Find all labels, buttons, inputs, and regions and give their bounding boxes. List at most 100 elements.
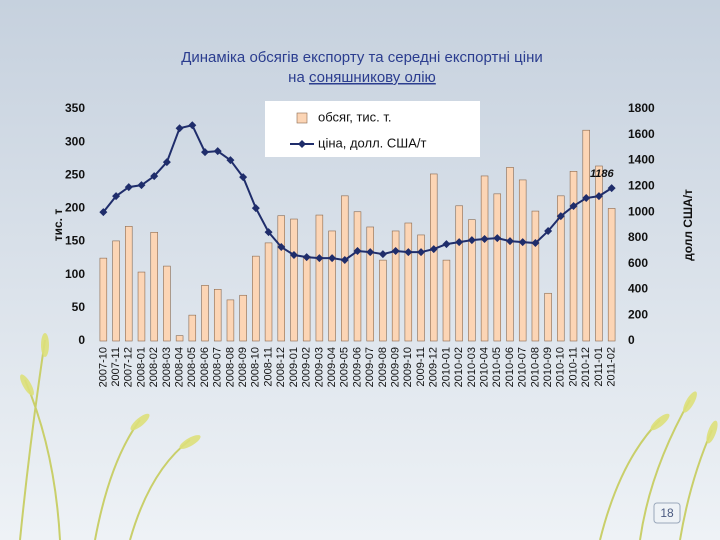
line-marker xyxy=(480,235,489,244)
y-axis-title: тис. т xyxy=(51,209,65,242)
x-tick-label: 2009-11 xyxy=(415,347,427,387)
x-tick-label: 2007-11 xyxy=(110,347,122,387)
bar xyxy=(353,211,362,342)
bar xyxy=(125,226,133,342)
x-tick-label: 2008-02 xyxy=(148,347,160,387)
line-marker xyxy=(162,158,171,167)
legend-box xyxy=(265,101,480,157)
x-tick-label: 2007-12 xyxy=(123,347,135,387)
line-marker xyxy=(175,124,184,133)
x-tick-label: 2010-10 xyxy=(555,347,567,387)
y2-tick-label: 1600 xyxy=(628,127,655,141)
y2-tick-label: 0 xyxy=(628,333,635,347)
x-tick-label: 2008-09 xyxy=(237,347,249,387)
line-marker xyxy=(531,239,540,248)
bar xyxy=(531,210,540,342)
x-tick-label: 2008-07 xyxy=(212,347,224,387)
y2-tick-label: 200 xyxy=(628,307,648,321)
line-marker xyxy=(391,247,400,256)
y2-tick-label: 400 xyxy=(628,282,648,296)
x-tick-label: 2008-01 xyxy=(135,347,147,387)
bar xyxy=(468,219,476,342)
line-marker xyxy=(251,204,260,213)
y-tick-label: 250 xyxy=(65,167,85,181)
x-tick-label: 2009-03 xyxy=(313,347,325,387)
x-tick-label: 2008-04 xyxy=(174,347,186,387)
bar xyxy=(518,179,527,342)
x-tick-label: 2009-09 xyxy=(390,347,402,387)
bar xyxy=(480,175,489,342)
x-tick-label: 2010-05 xyxy=(491,347,503,387)
x-tick-label: 2010-12 xyxy=(580,347,592,387)
line-marker xyxy=(544,227,553,236)
line-marker xyxy=(353,247,362,256)
bar xyxy=(595,165,603,342)
y-tick-label: 0 xyxy=(78,333,85,347)
bar xyxy=(493,193,502,342)
x-tick-label: 2008-05 xyxy=(186,347,198,387)
x-tick-label: 2008-12 xyxy=(275,347,287,387)
line-marker xyxy=(315,254,324,263)
line-marker xyxy=(201,148,210,157)
data-label: 1186 xyxy=(590,168,615,180)
y-tick-label: 50 xyxy=(72,300,86,314)
line-marker xyxy=(277,243,286,252)
bar xyxy=(442,259,451,342)
line-marker xyxy=(239,173,248,182)
y-tick-label: 150 xyxy=(65,234,85,248)
y2-tick-label: 600 xyxy=(628,256,648,270)
page-number-box xyxy=(653,502,681,524)
bar xyxy=(277,215,285,342)
bar xyxy=(188,314,197,342)
x-tick-label: 2010-07 xyxy=(517,347,529,387)
x-tick-label: 2011-02 xyxy=(606,347,618,387)
x-tick-label: 2010-06 xyxy=(504,347,516,387)
line-marker xyxy=(150,172,159,181)
x-tick-label: 2011-01 xyxy=(593,347,605,387)
line-marker xyxy=(607,184,616,193)
line-marker xyxy=(340,256,349,265)
bar xyxy=(366,226,374,342)
y-tick-label: 300 xyxy=(65,134,85,148)
x-tick-label: 2009-06 xyxy=(351,347,363,387)
line-marker xyxy=(226,156,235,165)
line-marker xyxy=(328,254,337,263)
x-tick-label: 2009-05 xyxy=(339,347,351,387)
x-tick-label: 2008-08 xyxy=(224,347,236,387)
bar xyxy=(226,299,235,342)
line-marker xyxy=(302,253,311,262)
y-tick-label: 100 xyxy=(65,267,85,281)
legend-swatch xyxy=(298,140,306,148)
line-marker xyxy=(366,248,375,257)
chart-title: на xyxy=(288,69,309,86)
chart-title: Динаміка обсягів експорту та середні екс… xyxy=(181,49,543,66)
line-marker xyxy=(213,147,222,156)
bar xyxy=(252,255,260,342)
bar xyxy=(112,240,120,342)
line-marker xyxy=(569,202,578,211)
bar xyxy=(239,294,247,342)
bar xyxy=(404,222,413,342)
line-marker xyxy=(112,192,121,201)
bar xyxy=(264,242,273,342)
bar xyxy=(506,167,514,342)
bar xyxy=(391,230,400,342)
line-marker xyxy=(442,240,451,249)
x-tick-label: 2009-01 xyxy=(288,347,300,387)
bar xyxy=(213,288,222,342)
x-tick-label: 2010-08 xyxy=(529,347,541,387)
bar xyxy=(201,285,209,342)
bar xyxy=(417,234,425,342)
line-marker xyxy=(137,181,146,190)
x-tick-label: 2009-04 xyxy=(326,347,338,387)
x-tick-label: 2009-08 xyxy=(377,347,389,387)
bar xyxy=(455,205,463,342)
legend-label: обсяг, тис. т. xyxy=(318,109,392,124)
bar xyxy=(175,335,184,342)
x-tick-label: 2010-01 xyxy=(440,347,452,387)
x-tick-label: 2010-03 xyxy=(466,347,478,387)
wheat-grains xyxy=(20,333,718,449)
x-tick-label: 2010-02 xyxy=(453,347,465,387)
